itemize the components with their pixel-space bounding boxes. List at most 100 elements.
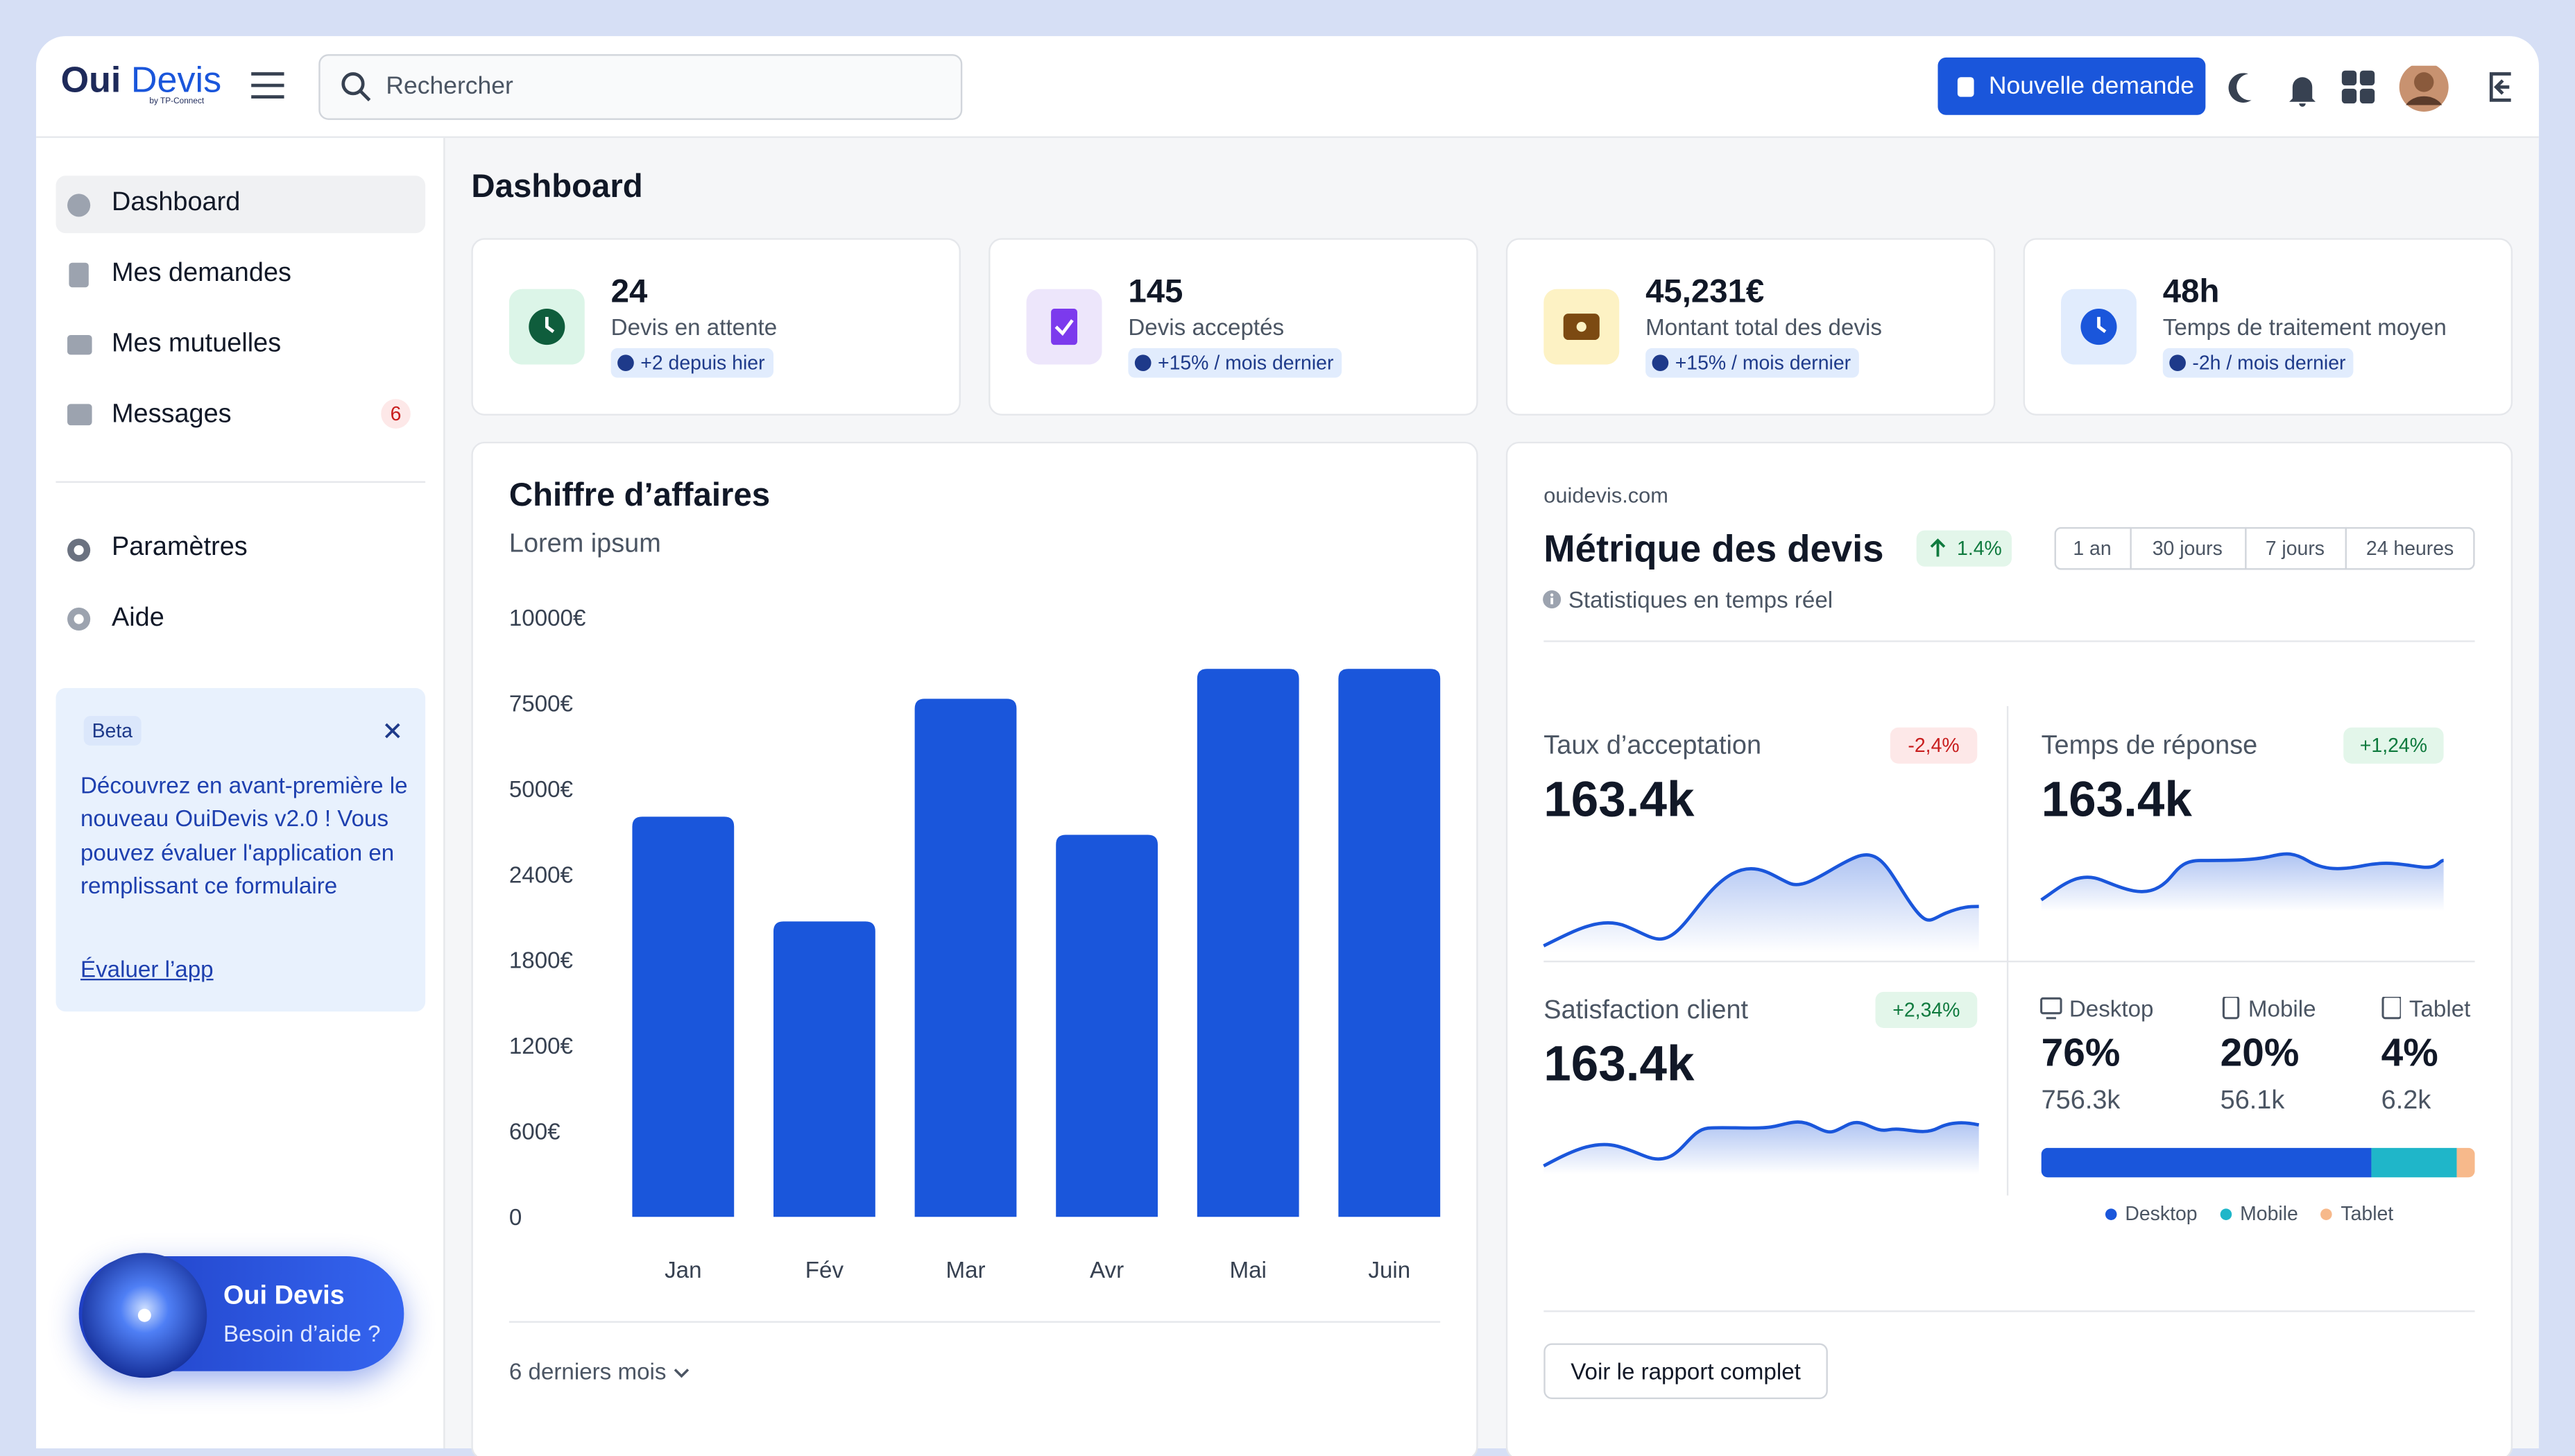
device-name: Mobile bbox=[2248, 995, 2316, 1022]
device-share: 76% bbox=[2041, 1031, 2121, 1076]
y-tick-label: 2400€ bbox=[509, 862, 573, 888]
device-name: Tablet bbox=[2409, 995, 2471, 1022]
metrics-subtitle: Statistiques en temps réel bbox=[1568, 586, 1833, 613]
device-icons bbox=[2040, 996, 2402, 1020]
close-icon[interactable] bbox=[383, 721, 402, 740]
divider bbox=[55, 481, 426, 483]
metric-label: Satisfaction client bbox=[1543, 996, 1749, 1025]
y-tick-label: 1800€ bbox=[509, 948, 573, 974]
x-tick-label: Fév bbox=[805, 1258, 844, 1283]
new-request-button[interactable] bbox=[1937, 57, 2206, 115]
chart-title: Chiffre d’affaires bbox=[508, 477, 771, 514]
nav-item[interactable]: Messages bbox=[111, 400, 232, 429]
device-share: 4% bbox=[2381, 1031, 2438, 1076]
search-placeholder: Rechercher bbox=[386, 72, 513, 101]
device-count: 6.2k bbox=[2381, 1087, 2431, 1115]
bar bbox=[1056, 834, 1158, 1217]
legend-item: Mobile bbox=[2220, 1201, 2298, 1226]
y-tick-label: 600€ bbox=[509, 1120, 561, 1145]
x-tick-label: Avr bbox=[1090, 1258, 1124, 1283]
beta-text: Découvrez en avant-première le nouveau O… bbox=[80, 771, 408, 899]
x-tick-label: Mai bbox=[1229, 1258, 1266, 1283]
range-sep bbox=[2130, 526, 2132, 570]
stat-delta: +15% / mois dernier bbox=[1128, 348, 1342, 378]
device-bar bbox=[2041, 1147, 2475, 1178]
logo-text: Oui bbox=[60, 59, 121, 101]
metrics-site: ouidevis.com bbox=[1543, 483, 1668, 508]
metric-delta: +1,24% bbox=[2343, 727, 2444, 764]
metric-value: 163.4k bbox=[1543, 1038, 1695, 1093]
beta-tag: Beta bbox=[83, 716, 141, 746]
period-label: 6 derniers mois bbox=[508, 1357, 667, 1385]
metric-label: Temps de réponse bbox=[2041, 732, 2258, 761]
x-tick-label: Jan bbox=[665, 1258, 701, 1283]
delta-icons bbox=[617, 354, 2186, 372]
bar bbox=[914, 699, 1017, 1217]
metric-label: Taux d’acceptation bbox=[1543, 732, 1762, 761]
device-segment bbox=[2457, 1147, 2475, 1178]
device-name: Desktop bbox=[2069, 995, 2154, 1022]
bar bbox=[1197, 669, 1299, 1217]
bar bbox=[1338, 669, 1441, 1217]
menu-icon[interactable] bbox=[250, 71, 286, 101]
nav-item[interactable]: Dashboard bbox=[111, 189, 241, 217]
help-title: Oui Devis bbox=[223, 1282, 345, 1311]
metric-delta: -2,4% bbox=[1890, 727, 1978, 764]
metric-delta: +2,34% bbox=[1875, 991, 1978, 1028]
nav-item[interactable]: Mes demandes bbox=[111, 259, 291, 288]
chevron bbox=[673, 1369, 689, 1378]
metrics-change: 1.4% bbox=[1916, 530, 2012, 567]
period-select[interactable]: 6 derniers mois bbox=[509, 1358, 689, 1386]
stat-delta: +2 depuis hier bbox=[610, 348, 773, 378]
range-group bbox=[2054, 526, 2475, 570]
range-sep bbox=[2245, 526, 2247, 570]
logo-text: Devis bbox=[130, 59, 222, 101]
stat-value: 45,231€ bbox=[1645, 274, 1765, 311]
report-button[interactable]: Voir le rapport complet bbox=[1543, 1343, 1828, 1399]
stat-label: Devis en attente bbox=[610, 314, 778, 341]
metrics-title: Métrique des devis bbox=[1543, 526, 1884, 570]
legend-dot bbox=[2320, 1208, 2333, 1220]
range-option[interactable]: 7 jours bbox=[2265, 537, 2325, 560]
legend-label: Mobile bbox=[2240, 1201, 2298, 1226]
nav-item[interactable]: Mes mutuelles bbox=[111, 329, 282, 359]
nav-badge: 6 bbox=[381, 399, 411, 429]
x-tick-label: Juin bbox=[1368, 1258, 1410, 1283]
device-segment bbox=[2370, 1147, 2458, 1178]
device-count: 56.1k bbox=[2220, 1087, 2285, 1115]
stat-label: Devis acceptés bbox=[1128, 314, 1285, 341]
device-share: 20% bbox=[2220, 1031, 2300, 1076]
nav-item[interactable]: Paramètres bbox=[111, 533, 248, 562]
nav-icons bbox=[67, 194, 92, 631]
y-tick-label: 1200€ bbox=[509, 1034, 573, 1059]
info-icon bbox=[1543, 590, 1562, 609]
legend-label: Tablet bbox=[2341, 1201, 2394, 1226]
legend-item: Desktop bbox=[2105, 1202, 2198, 1226]
stat-label: Montant total des devis bbox=[1645, 314, 1882, 341]
button-icon bbox=[1957, 77, 1974, 97]
search-box[interactable] bbox=[318, 54, 963, 120]
y-tick-label: 0 bbox=[509, 1205, 522, 1231]
metric-value: 163.4k bbox=[1543, 773, 1695, 828]
device-segment bbox=[2041, 1147, 2371, 1178]
range-option[interactable]: 30 jours bbox=[2152, 537, 2223, 560]
stat-icons bbox=[508, 289, 2137, 365]
bar bbox=[632, 816, 735, 1217]
sparklines bbox=[1543, 852, 2445, 1174]
beta-link[interactable]: Évaluer l’app bbox=[80, 955, 214, 982]
page-title: Dashboard bbox=[471, 169, 643, 205]
y-tick-label: 7500€ bbox=[509, 691, 573, 717]
bar bbox=[773, 921, 875, 1217]
chart-subtitle: Lorem ipsum bbox=[508, 530, 661, 558]
stat-value: 145 bbox=[1128, 274, 1183, 311]
nav-item[interactable]: Aide bbox=[111, 604, 164, 633]
range-option[interactable]: 1 an bbox=[2073, 537, 2112, 560]
logo[interactable]: Oui Devis bbox=[61, 59, 222, 102]
stat-delta: +15% / mois dernier bbox=[1645, 348, 1859, 378]
up-arrow bbox=[1930, 538, 1946, 557]
metric-value: 163.4k bbox=[2041, 773, 2192, 828]
button-label: Nouvelle demande bbox=[1988, 72, 2195, 101]
range-option[interactable]: 24 heures bbox=[2366, 537, 2454, 560]
stat-delta: -2h / mois dernier bbox=[2162, 348, 2354, 378]
